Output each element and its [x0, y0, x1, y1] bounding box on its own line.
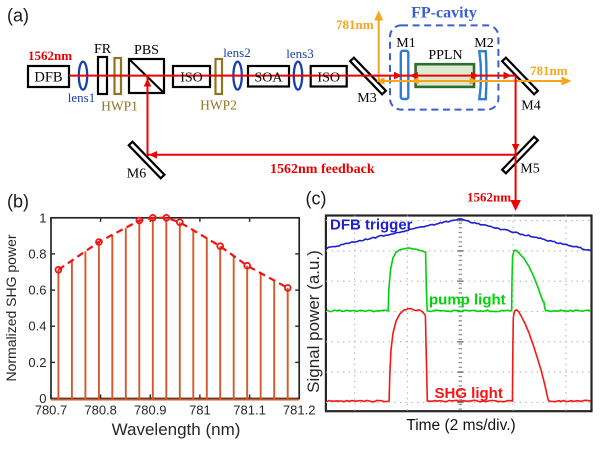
svg-text:FR: FR [94, 42, 112, 57]
svg-text:HWP2: HWP2 [200, 98, 237, 113]
svg-text:SOA: SOA [254, 71, 283, 86]
svg-text:PBS: PBS [134, 43, 159, 58]
svg-text:PPLN: PPLN [428, 48, 462, 63]
svg-text:(c): (c) [306, 189, 327, 209]
svg-text:ISO: ISO [180, 71, 203, 86]
svg-text:780.9: 780.9 [134, 403, 167, 418]
svg-text:DFB: DFB [34, 70, 62, 86]
svg-text:DFB trigger: DFB trigger [330, 217, 413, 234]
svg-text:Time (2 ms/div.): Time (2 ms/div.) [406, 417, 515, 434]
svg-text:FP-cavity: FP-cavity [411, 5, 477, 22]
svg-text:lens2: lens2 [223, 45, 250, 60]
svg-text:0.2: 0.2 [28, 355, 46, 370]
svg-text:pump light: pump light [429, 292, 506, 309]
svg-text:lens1: lens1 [68, 90, 95, 105]
svg-text:M6: M6 [127, 167, 146, 182]
svg-text:780.7: 780.7 [35, 403, 68, 418]
svg-text:1: 1 [39, 210, 46, 225]
svg-text:781: 781 [189, 403, 211, 418]
svg-text:M5: M5 [520, 162, 539, 177]
svg-text:HWP1: HWP1 [101, 99, 138, 114]
svg-text:781nm: 781nm [336, 17, 374, 32]
svg-text:781.2: 781.2 [283, 403, 316, 418]
svg-text:780.8: 780.8 [84, 403, 117, 418]
svg-text:Normalized SHG power: Normalized SHG power [3, 234, 19, 381]
svg-text:Signal power (a.u.): Signal power (a.u.) [304, 250, 323, 393]
svg-text:M4: M4 [521, 99, 540, 114]
svg-text:(a): (a) [7, 6, 29, 26]
svg-text:781nm: 781nm [530, 63, 568, 78]
svg-text:ISO: ISO [317, 71, 340, 86]
svg-text:0.4: 0.4 [28, 319, 46, 334]
svg-text:lens3: lens3 [286, 46, 313, 61]
svg-text:M1: M1 [396, 36, 415, 51]
svg-text:SHG light: SHG light [435, 385, 503, 402]
svg-text:1562nm: 1562nm [28, 48, 72, 63]
svg-text:M3: M3 [357, 91, 376, 106]
svg-text:781.1: 781.1 [233, 403, 266, 418]
svg-text:1562nm: 1562nm [467, 190, 511, 205]
svg-text:0.6: 0.6 [28, 283, 46, 298]
svg-text:(b): (b) [7, 192, 29, 212]
svg-text:0: 0 [39, 391, 46, 406]
svg-text:1562nm feedback: 1562nm feedback [270, 162, 375, 177]
svg-text:M2: M2 [474, 36, 493, 51]
svg-text:0.8: 0.8 [28, 246, 46, 261]
svg-text:Wavelength (nm): Wavelength (nm) [112, 420, 241, 439]
